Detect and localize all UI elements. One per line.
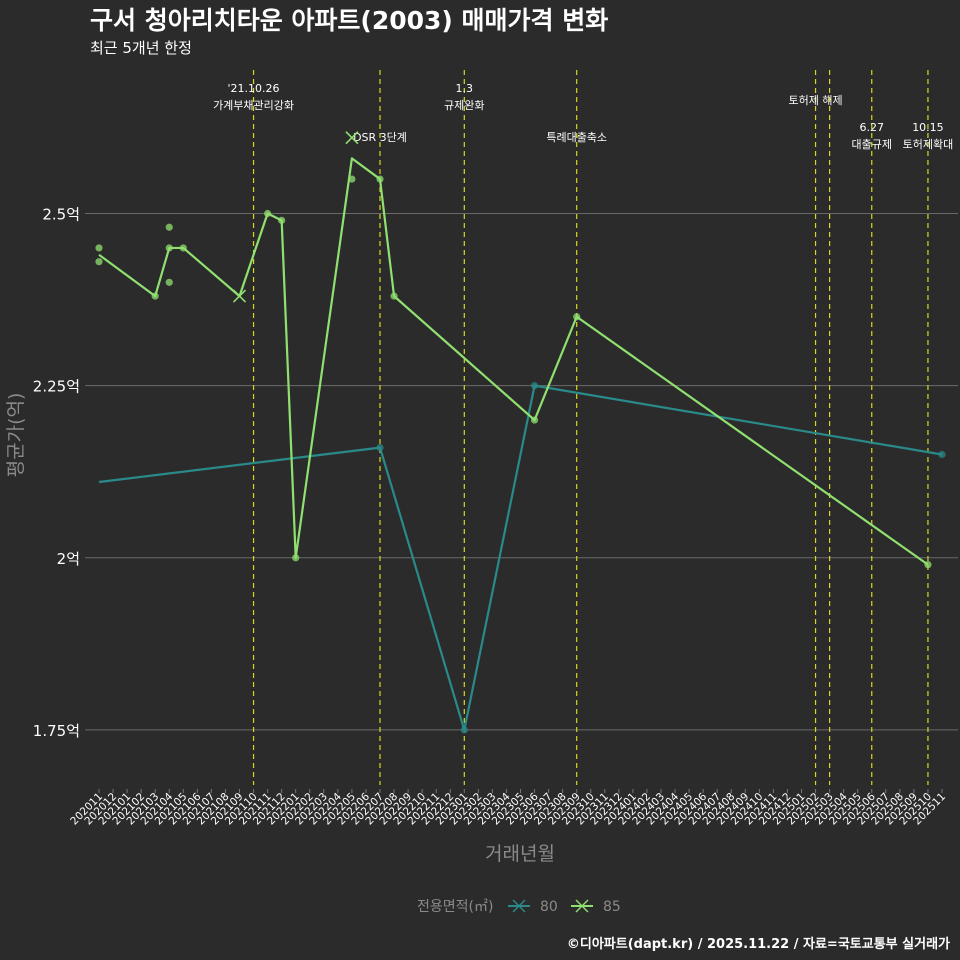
series-85-point xyxy=(165,244,173,252)
series-85-point xyxy=(573,313,581,321)
event-label: 1.3 xyxy=(456,82,474,95)
series-80-point xyxy=(376,444,384,452)
series-80-point xyxy=(460,726,468,734)
y-tick-labels: 1.75억 2억 2.25억 2.5억 xyxy=(33,205,80,739)
footer-credit: ©디아파트(dapt.kr) / 2025.11.22 / 자료=국토교통부 실… xyxy=(567,936,950,952)
y-tick-label: 2.5억 xyxy=(42,205,80,223)
legend-label: 80 xyxy=(540,899,558,915)
series-85-point xyxy=(530,416,539,424)
series-85-point xyxy=(292,554,300,562)
series-85-cross-marker xyxy=(232,289,247,303)
event-label: 6.27 xyxy=(860,121,885,134)
legend: 전용면적(㎡) 80 85 xyxy=(417,899,621,915)
series-85-point xyxy=(165,223,173,231)
y-tick-label: 2.25억 xyxy=(33,378,80,396)
legend-label: 85 xyxy=(603,899,621,915)
series-80-point xyxy=(530,382,539,390)
series-layer xyxy=(95,131,946,734)
event-label: 토허제확대 xyxy=(903,138,954,151)
grid-layer xyxy=(85,212,958,731)
series-85-point xyxy=(264,209,272,218)
series-85-point xyxy=(151,292,159,300)
chart-subtitle: 최근 5개년 한정 xyxy=(90,39,192,57)
series-85-point xyxy=(95,258,103,266)
series-85-point xyxy=(278,216,286,224)
series-85-point xyxy=(179,244,187,252)
series-85-point xyxy=(390,292,398,300)
event-label: 규제완화 xyxy=(444,99,484,112)
event-label: 대출규제 xyxy=(852,138,892,151)
y-tick-label: 2억 xyxy=(57,550,80,568)
x-tick-labels: 2020112020122021012021022021032021042021… xyxy=(68,789,948,827)
event-label: 토허제 해제 xyxy=(788,93,842,107)
series-85-line xyxy=(98,157,929,566)
y-tick-label: 1.75억 xyxy=(33,722,80,740)
x-axis-title: 거래년월 xyxy=(485,843,555,865)
series-85-point xyxy=(376,175,384,183)
series-80-point xyxy=(938,450,946,459)
legend-item-80: 80 xyxy=(508,899,558,915)
series-85-point xyxy=(348,175,356,183)
event-label: 특례대출축소 xyxy=(546,131,607,144)
series-85-point xyxy=(924,561,932,569)
event-label: 가계부채관리강화 xyxy=(213,99,294,112)
event-label: '21.10.26 xyxy=(228,82,280,95)
event-label: DSR 3단계 xyxy=(353,131,407,144)
chart-title: 구서 청아리치타운 아파트(2003) 매매가격 변화 xyxy=(90,6,608,35)
series-85-cross-marker xyxy=(345,131,359,145)
legend-title: 전용면적(㎡) xyxy=(417,899,493,915)
series-85-point xyxy=(95,244,103,252)
event-label: 10.15 xyxy=(912,121,944,134)
legend-item-85: 85 xyxy=(571,899,621,915)
y-axis-title: 평균가(억) xyxy=(5,393,27,478)
series-85-point xyxy=(165,278,173,286)
